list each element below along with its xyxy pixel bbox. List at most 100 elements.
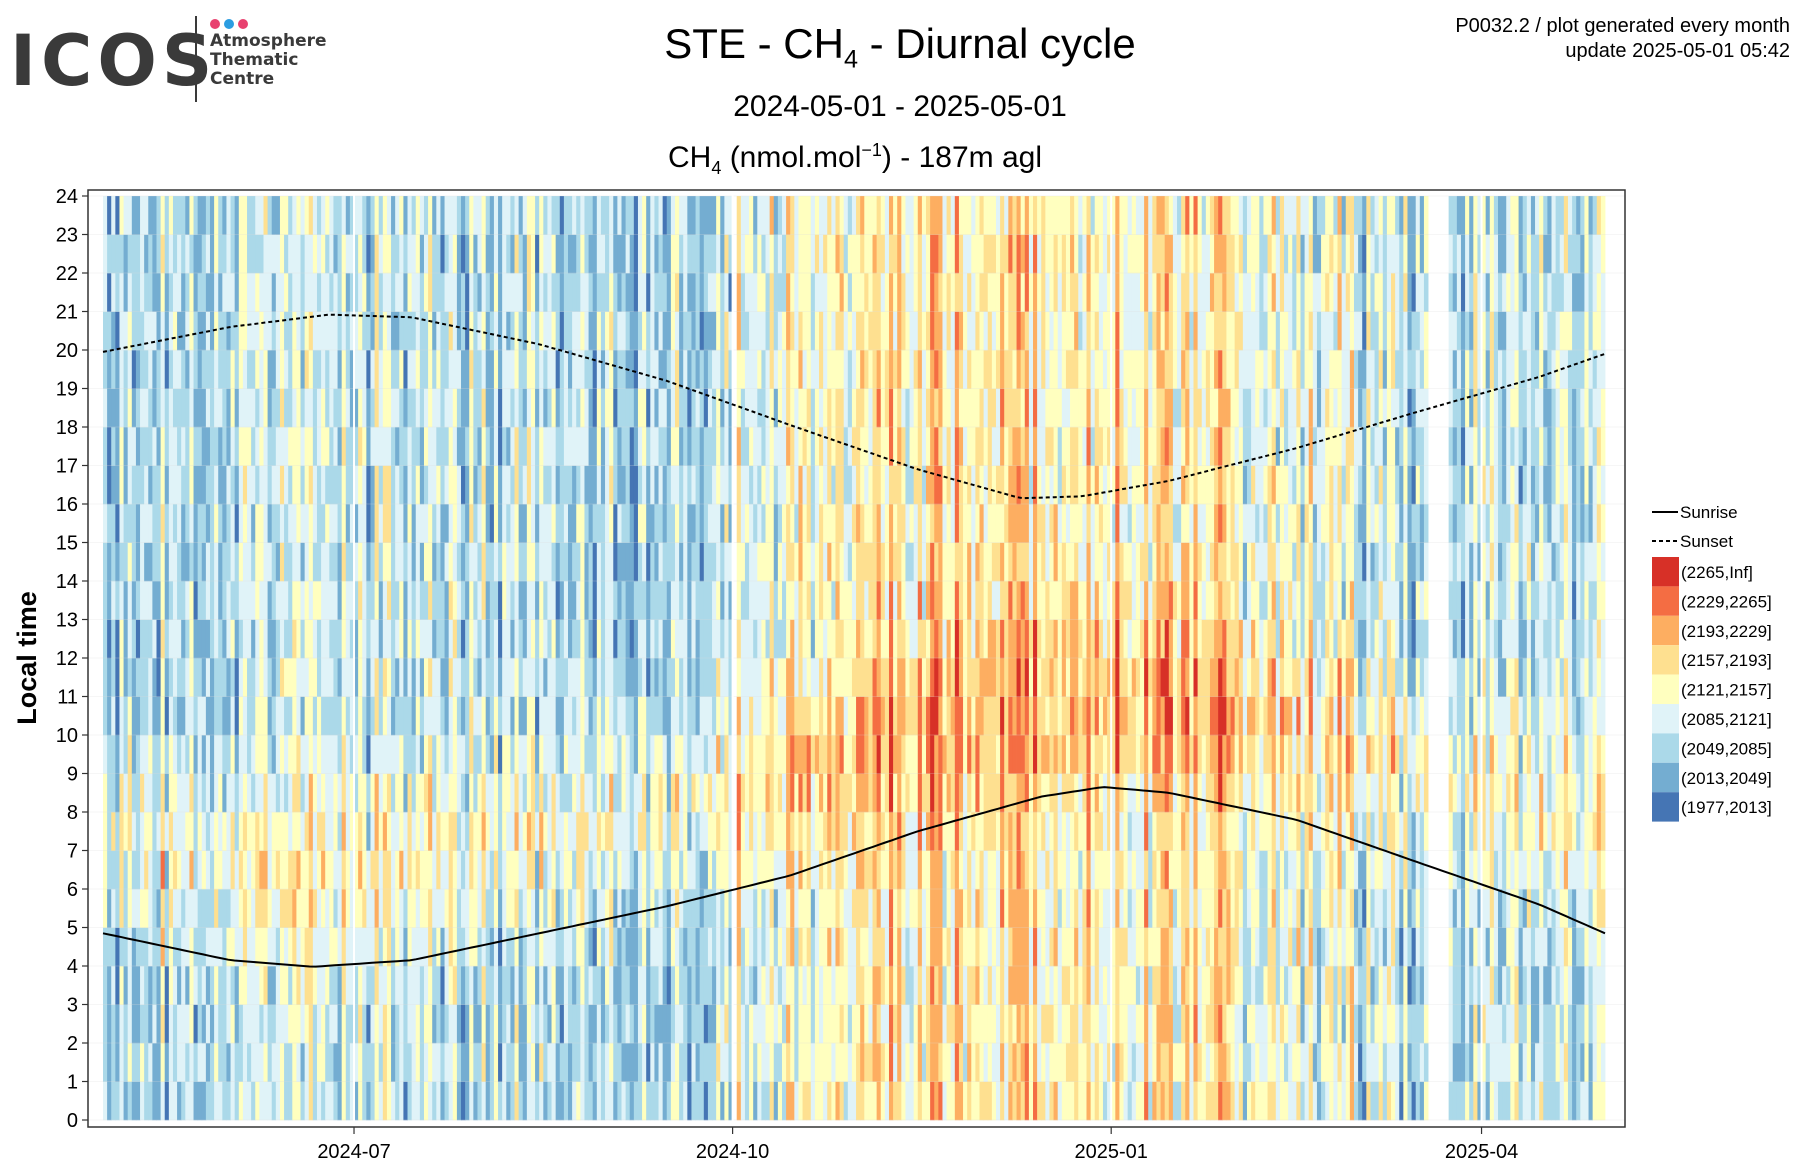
heatmap-cell bbox=[662, 504, 668, 543]
heatmap-cell bbox=[535, 311, 540, 351]
heatmap-cell bbox=[605, 465, 610, 505]
heatmap-cell bbox=[395, 465, 400, 505]
heatmap-cell bbox=[403, 234, 408, 274]
heatmap-cell bbox=[662, 658, 668, 697]
heatmap-cell bbox=[917, 1004, 923, 1044]
heatmap-cell bbox=[617, 504, 622, 543]
heatmap-cell bbox=[728, 812, 734, 851]
heatmap-cell bbox=[115, 234, 120, 274]
heatmap-cell bbox=[493, 1004, 499, 1044]
heatmap-cell bbox=[518, 504, 524, 543]
heatmap-cell bbox=[687, 1081, 692, 1121]
heatmap-cell bbox=[687, 966, 692, 1005]
heatmap-cell bbox=[522, 273, 528, 312]
heatmap-cell bbox=[526, 696, 532, 736]
heatmap-cell bbox=[835, 696, 840, 736]
heatmap-cell bbox=[522, 658, 528, 697]
heatmap-cell bbox=[201, 388, 207, 428]
heatmap-cell bbox=[107, 966, 112, 1005]
heatmap-cell bbox=[251, 388, 256, 428]
heatmap-cell bbox=[214, 619, 219, 659]
heatmap-cell bbox=[506, 696, 511, 736]
heatmap-cell bbox=[765, 542, 771, 582]
heatmap-cell bbox=[559, 1043, 565, 1082]
heatmap-cell bbox=[769, 1004, 775, 1044]
heatmap-cell bbox=[872, 812, 878, 851]
heatmap-cell bbox=[893, 427, 898, 466]
heatmap-cell bbox=[436, 966, 441, 1005]
heatmap-cell bbox=[337, 619, 343, 659]
heatmap-cell bbox=[481, 234, 487, 274]
heatmap-cell bbox=[736, 1043, 742, 1082]
heatmap-cell bbox=[802, 542, 808, 582]
heatmap-cell bbox=[744, 350, 750, 389]
heatmap-cell bbox=[461, 234, 466, 274]
heatmap-cell bbox=[333, 889, 338, 928]
heatmap-cell bbox=[909, 889, 915, 928]
heatmap-cell bbox=[411, 850, 417, 890]
heatmap-cell bbox=[683, 581, 688, 620]
heatmap-cell bbox=[584, 311, 589, 351]
heatmap-cell bbox=[304, 773, 310, 813]
heatmap-cell bbox=[934, 619, 939, 659]
heatmap-cell bbox=[934, 465, 939, 505]
heatmap-cell bbox=[823, 311, 828, 351]
heatmap-cell bbox=[493, 889, 499, 928]
heatmap-cell bbox=[781, 273, 787, 312]
heatmap-cell bbox=[790, 850, 795, 890]
heatmap-cell bbox=[650, 311, 655, 351]
heatmap-cell bbox=[164, 735, 170, 774]
heatmap-cell bbox=[880, 850, 886, 890]
heatmap-cell bbox=[403, 812, 408, 851]
heatmap-cell bbox=[238, 889, 244, 928]
heatmap-cell bbox=[831, 427, 836, 466]
heatmap-cell bbox=[440, 504, 445, 543]
heatmap-cell bbox=[563, 966, 569, 1005]
heatmap-cell bbox=[588, 234, 594, 274]
heatmap-cell bbox=[666, 542, 672, 582]
heatmap-cell bbox=[168, 465, 174, 505]
heatmap-cell bbox=[555, 504, 561, 543]
heatmap-cell bbox=[666, 850, 672, 890]
heatmap-cell bbox=[321, 234, 326, 274]
heatmap-cell bbox=[378, 1004, 384, 1044]
heatmap-cell bbox=[452, 388, 458, 428]
heatmap-cell bbox=[629, 1043, 635, 1082]
heatmap-cell bbox=[201, 735, 207, 774]
heatmap-cell bbox=[851, 311, 857, 351]
heatmap-cell bbox=[185, 581, 190, 620]
heatmap-cell bbox=[847, 465, 853, 505]
heatmap-cell bbox=[897, 696, 902, 736]
heatmap-cell bbox=[140, 465, 145, 505]
heatmap-cell bbox=[736, 388, 742, 428]
heatmap-cell bbox=[107, 542, 112, 582]
heatmap-cell bbox=[514, 850, 520, 890]
heatmap-cell bbox=[481, 850, 487, 890]
heatmap-cell bbox=[736, 619, 742, 659]
heatmap-cell bbox=[189, 311, 194, 351]
heatmap-cell bbox=[909, 1004, 915, 1044]
heatmap-cell bbox=[469, 966, 474, 1005]
heatmap-cell bbox=[633, 850, 639, 890]
heatmap-cell bbox=[926, 311, 931, 351]
heatmap-cell bbox=[901, 234, 906, 274]
heatmap-cell bbox=[432, 1043, 437, 1082]
heatmap-cell bbox=[144, 1043, 149, 1082]
heatmap-cell bbox=[535, 966, 540, 1005]
heatmap-cell bbox=[242, 581, 248, 620]
heatmap-cell bbox=[103, 542, 108, 582]
heatmap-cell bbox=[119, 273, 124, 312]
heatmap-cell bbox=[160, 350, 166, 389]
heatmap-cell bbox=[633, 504, 639, 543]
heatmap-cell bbox=[646, 234, 651, 274]
heatmap-cell bbox=[275, 1043, 281, 1082]
heatmap-cell bbox=[954, 812, 960, 851]
heatmap-cell bbox=[707, 581, 713, 620]
heatmap-cell bbox=[148, 850, 153, 890]
heatmap-cell bbox=[349, 542, 355, 582]
heatmap-cell bbox=[609, 427, 614, 466]
heatmap-cell bbox=[506, 812, 511, 851]
heatmap-cell bbox=[481, 465, 487, 505]
heatmap-cell bbox=[493, 850, 499, 890]
heatmap-cell bbox=[753, 311, 758, 351]
